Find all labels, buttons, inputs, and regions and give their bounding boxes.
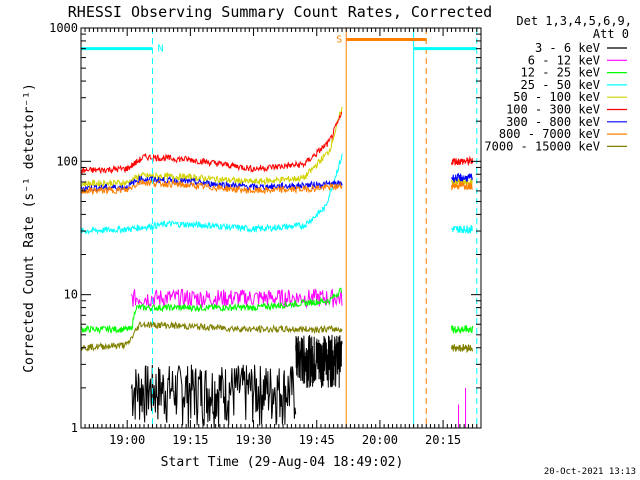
series-after-5-0: [451, 155, 474, 167]
legend-label-4: 50 - 100 keV: [513, 90, 600, 104]
series-line-3: [80, 153, 343, 236]
legend-label-0: 3 - 6 keV: [535, 41, 600, 55]
mode-annotations: NS: [80, 28, 478, 428]
series-after-3-0: [451, 225, 473, 235]
series-after-6-0: [451, 172, 473, 184]
series-line-5: [80, 111, 343, 175]
legend-label-3: 25 - 50 keV: [521, 78, 600, 92]
annotation-label-1: S: [336, 34, 342, 45]
legend-label-6: 300 - 800 keV: [506, 115, 600, 129]
plot-frame: [80, 27, 482, 429]
x-tick-label-2: 19:30: [235, 433, 271, 447]
series-7: [80, 179, 473, 196]
y-axis: 1 10 100 1000: [49, 21, 481, 435]
series-0: [80, 334, 343, 429]
series-8: [80, 320, 474, 354]
y-axis-label: Corrected Count Rate (s⁻¹ detector⁻¹): [22, 83, 37, 373]
annotation-label-0: N: [157, 44, 163, 55]
y-tick-label-1: 10: [64, 288, 78, 302]
series-after-7-0: [451, 180, 473, 191]
x-tick-label-4: 20:00: [362, 433, 398, 447]
series-line-2: [80, 287, 343, 335]
chart-title: RHESSI Observing Summary Count Rates, Co…: [68, 3, 492, 21]
x-axis-label: Start Time (29-Aug-04 18:49:02): [161, 455, 404, 470]
series-seg-0-1: [130, 364, 297, 428]
y-tick-label-0: 1: [71, 421, 78, 435]
legend-label-8: 7000 - 15000 keV: [484, 139, 600, 153]
series-after-8-0: [451, 343, 474, 354]
legend-header-line2: Att 0: [593, 27, 629, 41]
x-axis: 19:00 19:15 19:30 19:45 20:00 20:15: [84, 28, 482, 447]
legend-label-7: 800 - 7000 keV: [499, 127, 600, 141]
legend-label-2: 12 - 25 keV: [521, 66, 600, 80]
series-after-2-0: [451, 325, 474, 335]
plot-timestamp: 20-Oct-2021 13:13: [544, 467, 636, 477]
y-tick-label-3: 1000: [49, 21, 78, 35]
series-line-4: [80, 106, 343, 188]
series-3: [80, 153, 473, 236]
series-2: [80, 287, 474, 335]
series-seg-1-1: [130, 288, 343, 309]
y-tick-label-2: 100: [56, 154, 78, 168]
x-tick-label-5: 20:15: [425, 433, 461, 447]
series-seg-0-2: [295, 334, 343, 388]
legend-header-line1: Det 1,3,4,5,6,9,: [516, 14, 632, 28]
series-line-8: [80, 320, 343, 353]
series-line-7: [80, 179, 343, 196]
legend-label-5: 100 - 300 keV: [506, 103, 600, 117]
x-tick-label-1: 19:15: [172, 433, 208, 447]
x-tick-label-0: 19:00: [109, 433, 145, 447]
x-tick-label-3: 19:45: [299, 433, 335, 447]
data-traces: [80, 106, 474, 429]
series-5: [80, 111, 474, 175]
legend-label-1: 6 - 12 keV: [528, 53, 600, 67]
